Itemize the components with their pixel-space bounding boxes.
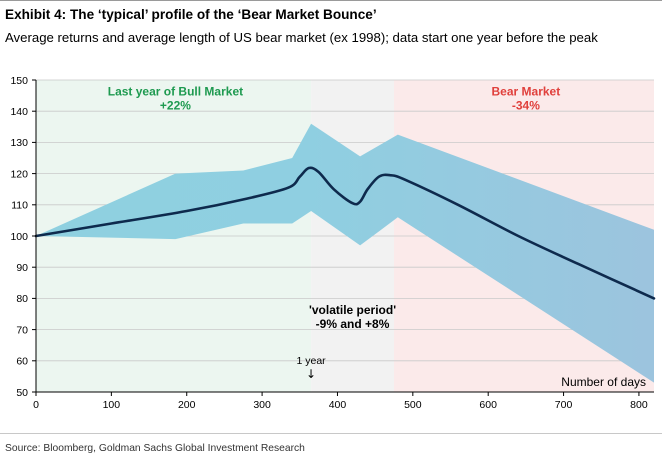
region-value-1: +22% (160, 99, 191, 113)
average-line (34, 166, 656, 300)
y-tick-label-60: 60 (16, 356, 28, 368)
region-label-2: 'volatile period' (309, 303, 396, 317)
region-value-2: -9% and +8% (316, 317, 390, 331)
region-label-1: Last year of Bull Market (108, 85, 243, 99)
x-tick-label-600: 600 (479, 399, 497, 411)
y-tick-label-120: 120 (10, 168, 28, 180)
x-tick-label-100: 100 (103, 399, 121, 411)
x-tick-label-500: 500 (404, 399, 422, 411)
region-label-3: Bear Market (492, 85, 561, 99)
x-tick-label-200: 200 (178, 399, 196, 411)
bear-market-chart: 50 60 70 80 90 100 110 120 130 140 150 0 100 200 300 40… (10, 75, 656, 411)
y-tick-label-150: 150 (10, 75, 28, 87)
chart-title: Exhibit 4: The ‘typical’ profile of the … (5, 7, 377, 22)
x-tick-label-700: 700 (555, 399, 573, 411)
x-tick-label-0: 0 (33, 399, 39, 411)
y-tick-label-110: 110 (11, 200, 28, 212)
region-value-3: -34% (512, 99, 540, 113)
y-tick-label-50: 50 (16, 387, 28, 399)
annotation-arrow-icon: ↓ (306, 367, 316, 381)
y-tick-label-70: 70 (16, 324, 28, 336)
x-axis-title: Number of days (561, 375, 646, 389)
y-tick-label-80: 80 (16, 293, 28, 305)
top-rule (0, 0, 662, 1)
chart-subtitle: Average returns and average length of US… (5, 30, 598, 45)
bottom-rule (0, 433, 662, 434)
annotation-label-1: 1 year (296, 355, 326, 367)
x-tick-label-800: 800 (630, 399, 648, 411)
y-tick-label-90: 90 (16, 262, 28, 274)
y-tick-label-100: 100 (10, 231, 28, 243)
source-note: Source: Bloomberg, Goldman Sachs Global … (5, 443, 305, 454)
x-tick-label-400: 400 (329, 399, 347, 411)
y-tick-label-140: 140 (10, 106, 28, 118)
range-band (36, 123, 654, 383)
x-tick-label-300: 300 (253, 399, 271, 411)
y-tick-label-130: 130 (10, 137, 28, 149)
